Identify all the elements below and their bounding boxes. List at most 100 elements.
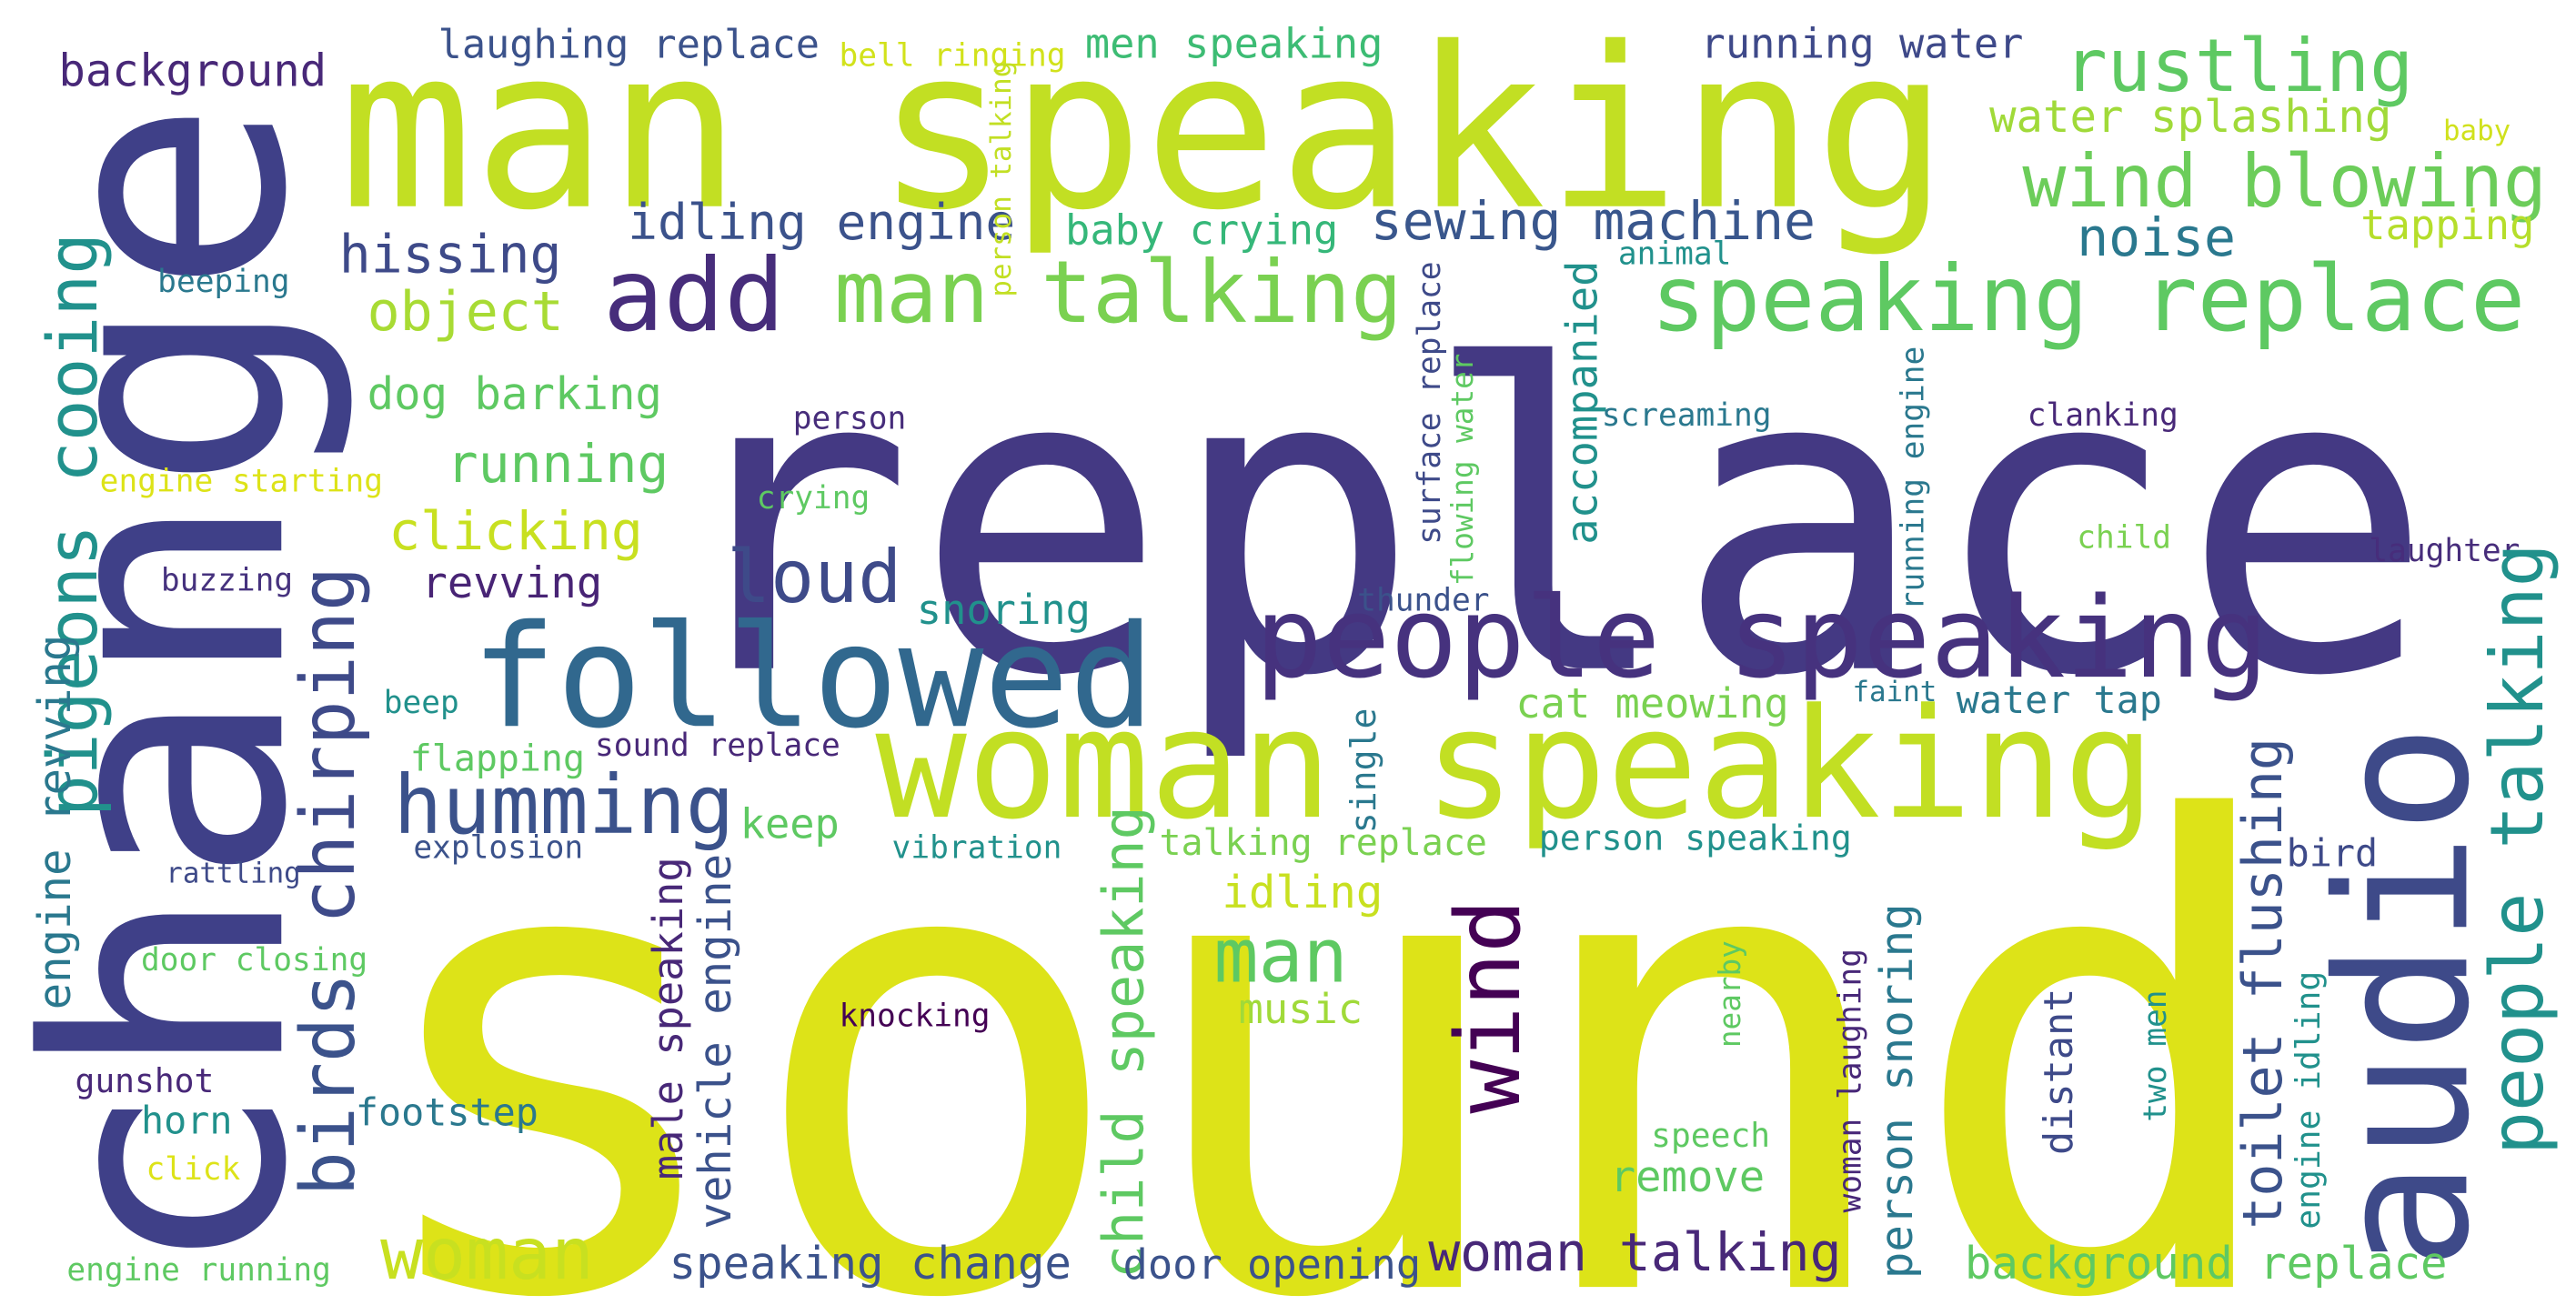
word: woman talking bbox=[1428, 1221, 1841, 1283]
word: person speaking bbox=[1539, 818, 1852, 858]
word: man talking bbox=[834, 243, 1403, 343]
word: baby bbox=[2443, 115, 2511, 147]
word: screaming bbox=[1602, 397, 1772, 434]
word: man bbox=[1213, 914, 1347, 1000]
word: beeping bbox=[157, 264, 289, 300]
word: engine idling bbox=[2289, 971, 2328, 1230]
word: click bbox=[146, 1151, 241, 1188]
word: cat meowing bbox=[1515, 679, 1788, 728]
word: door opening bbox=[1123, 1240, 1422, 1289]
word: person talking bbox=[985, 61, 1018, 297]
word: beep bbox=[384, 685, 459, 721]
word: remove bbox=[1610, 1152, 1765, 1202]
word: speech bbox=[1651, 1116, 1770, 1155]
word: footstep bbox=[356, 1089, 538, 1134]
word: add bbox=[603, 237, 785, 355]
word: flowing water bbox=[1445, 354, 1480, 586]
word: person bbox=[793, 401, 907, 437]
word: woman bbox=[380, 1214, 594, 1296]
word: rustling bbox=[2064, 24, 2413, 108]
word: humming bbox=[394, 758, 735, 852]
word: single bbox=[1343, 708, 1384, 834]
word: sound bbox=[356, 689, 2293, 1315]
word: water splashing bbox=[1989, 91, 2391, 143]
word: engine starting bbox=[100, 464, 383, 500]
word: hissing bbox=[339, 223, 562, 285]
word: noise bbox=[2077, 206, 2236, 268]
word: men speaking bbox=[1085, 20, 1384, 68]
word: animal bbox=[1618, 236, 1732, 272]
word: person snoring bbox=[1871, 903, 1923, 1279]
word: replace bbox=[661, 279, 2435, 768]
word: idling bbox=[1222, 867, 1383, 918]
word: engine revving bbox=[29, 635, 81, 1010]
word: distant bbox=[2037, 989, 2082, 1155]
word: nearby bbox=[1713, 940, 1747, 1048]
word: flapping bbox=[410, 738, 585, 779]
word: loud bbox=[727, 535, 901, 619]
word: bird bbox=[2287, 831, 2378, 876]
word: baby crying bbox=[1065, 206, 1338, 255]
word: speaking change bbox=[669, 1238, 1072, 1290]
word: buzzing bbox=[161, 563, 293, 599]
word: knocking bbox=[840, 998, 991, 1034]
word: change bbox=[0, 98, 358, 1279]
word: dog barking bbox=[367, 368, 662, 420]
word: birds bbox=[286, 973, 372, 1197]
word: accompanied bbox=[1557, 260, 1607, 544]
word: audio bbox=[2299, 724, 2510, 1270]
word: explosion bbox=[413, 829, 583, 866]
word: man speaking bbox=[339, 0, 1948, 259]
word: horn bbox=[141, 1098, 232, 1142]
word: faint bbox=[1852, 676, 1937, 708]
word: people talking bbox=[2475, 543, 2560, 1155]
word: two men bbox=[2138, 989, 2174, 1121]
word: vehicle engine bbox=[689, 854, 741, 1230]
word: wind blowing bbox=[2022, 139, 2547, 224]
word: gunshot bbox=[75, 1061, 214, 1100]
word: surface replace bbox=[1412, 261, 1448, 544]
word: child speaking bbox=[1091, 806, 1156, 1279]
word: clanking bbox=[2028, 397, 2179, 434]
word: people speaking bbox=[1255, 573, 2269, 704]
word: rattling bbox=[166, 858, 300, 890]
word: snoring bbox=[917, 586, 1091, 634]
word: tapping bbox=[2360, 201, 2534, 249]
word: talking replace bbox=[1159, 822, 1486, 864]
word: male speaking bbox=[644, 857, 692, 1179]
word: vibration bbox=[892, 829, 1062, 866]
word: bell ringing bbox=[840, 38, 1066, 75]
word: child bbox=[2077, 519, 2171, 556]
word: wind bbox=[1437, 899, 1541, 1114]
word: music bbox=[1239, 985, 1363, 1033]
word: laughing replace bbox=[438, 23, 820, 68]
word: thunder bbox=[1357, 582, 1489, 618]
word: water tap bbox=[1957, 678, 2162, 722]
word: running water bbox=[1701, 20, 2024, 68]
word: running engine bbox=[1896, 346, 1932, 611]
word: speaking replace bbox=[1651, 246, 2525, 352]
word: woman speaking bbox=[875, 677, 2155, 853]
word: background replace bbox=[1965, 1238, 2448, 1290]
word: engine running bbox=[66, 1252, 331, 1289]
word: sewing machine bbox=[1371, 190, 1816, 252]
word: laughter bbox=[2369, 533, 2520, 569]
word: followed bbox=[471, 594, 1154, 759]
word: running bbox=[447, 433, 669, 495]
word: pigeons cooing bbox=[32, 233, 113, 817]
word: crying bbox=[757, 480, 870, 517]
word: clicking bbox=[388, 500, 643, 562]
word: toilet flushing bbox=[2231, 738, 2295, 1230]
word: keep bbox=[740, 800, 840, 848]
word: revving bbox=[421, 558, 602, 608]
word: sound replace bbox=[595, 728, 840, 764]
word: door closing bbox=[141, 942, 367, 979]
word: object bbox=[367, 280, 564, 344]
word: idling engine bbox=[628, 193, 1015, 251]
word: woman laughing bbox=[1833, 949, 1869, 1213]
word: chirping bbox=[286, 567, 372, 924]
word: background bbox=[58, 45, 327, 96]
